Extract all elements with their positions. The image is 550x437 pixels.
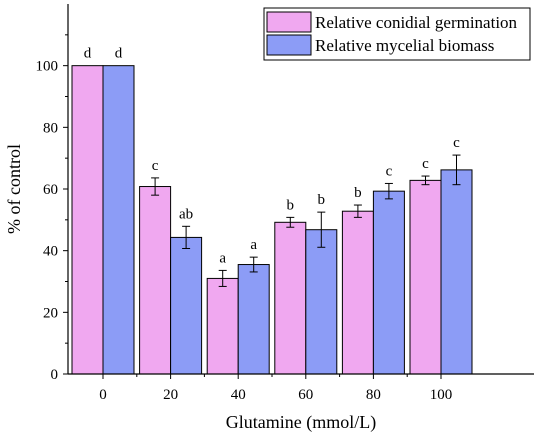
x-tick-label: 60 [298,387,313,403]
x-tick-label: 40 [231,387,246,403]
x-tick-label: 80 [366,387,381,403]
bar-biomass-60 [305,229,338,375]
y-axis-title: % of control [4,144,24,234]
significance-label: ab [179,206,193,222]
y-tick-label: 0 [51,367,59,383]
significance-label: d [115,46,123,62]
x-tick-label: 20 [163,387,178,403]
bar-germination-40 [206,277,239,375]
significance-label: b [354,185,362,201]
bar-biomass-0 [102,65,135,375]
significance-label: a [219,250,226,266]
y-tick-label: 100 [36,59,59,75]
bar-germination-20 [139,186,172,375]
legend-swatch-biomass [266,34,312,56]
legend: Relative conidial germination Relative my… [263,7,531,61]
legend-label: Relative conidial germination [315,13,518,32]
significance-label: c [386,163,393,179]
bar-biomass-80 [372,190,405,375]
y-tick-label: 40 [43,244,58,260]
significance-label: c [422,156,429,172]
significance-label: c [152,158,159,174]
legend-label: Relative mycelial biomass [315,36,494,55]
y-tick-label: 20 [43,305,58,321]
significance-label: b [318,192,326,208]
bar-biomass-100 [440,169,473,375]
bar-germination-100 [409,179,442,375]
significance-label: b [287,197,295,213]
x-tick-label: 0 [99,387,107,403]
y-tick-label: 60 [43,182,58,198]
x-axis-title: Glutamine (mmol/L) [226,412,376,433]
ticks: 0 20 40 60 80 100 0 20 40 60 80 100 [36,34,453,403]
legend-swatch-germination [266,11,312,33]
x-tick-label: 100 [430,387,453,403]
bar-biomass-40 [237,264,270,375]
significance-label: c [453,135,460,151]
significance-label: a [250,237,257,253]
bar-biomass-20 [170,236,203,375]
y-tick-label: 80 [43,120,58,136]
bar-germination-60 [274,221,307,375]
bar-germination-0 [71,65,104,375]
bar-germination-80 [341,210,374,375]
significance-label: d [84,46,92,62]
